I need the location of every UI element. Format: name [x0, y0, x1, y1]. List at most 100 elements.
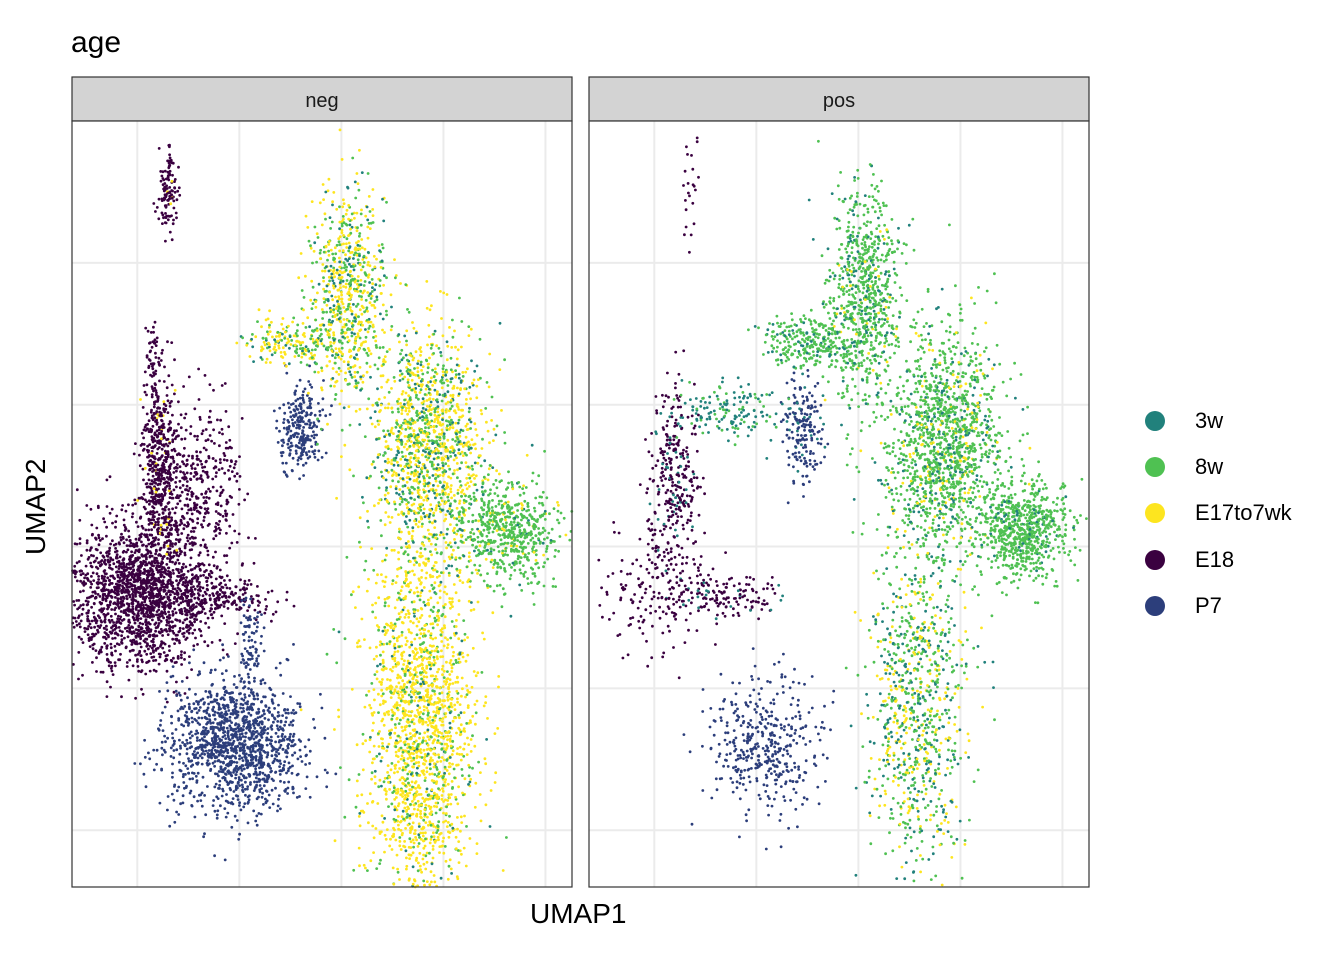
- point-E18: [196, 611, 199, 615]
- point-P7: [280, 454, 284, 458]
- point-P7: [213, 760, 217, 763]
- point-P7: [304, 414, 308, 418]
- point-E18: [161, 528, 165, 532]
- point-E18: [107, 635, 110, 639]
- point-E18: [97, 578, 100, 581]
- point-P7: [277, 703, 280, 707]
- point-P7: [306, 456, 310, 460]
- point-E18: [243, 582, 247, 586]
- point-E18: [132, 576, 136, 580]
- point-E18: [190, 580, 194, 583]
- points-neg: [71, 128, 574, 889]
- point-E18: [225, 502, 229, 506]
- point-P7: [195, 781, 199, 784]
- point-P7: [207, 702, 211, 706]
- point-P7: [289, 410, 293, 414]
- point-E18: [195, 601, 199, 605]
- point-E18: [136, 578, 140, 582]
- point-3w: [328, 216, 332, 220]
- point-E18: [134, 594, 138, 598]
- point-E18: [155, 566, 158, 570]
- point-E18: [100, 588, 103, 592]
- point-E17to7wk: [381, 328, 384, 332]
- point-3w: [348, 262, 351, 266]
- point-E18: [206, 476, 210, 479]
- point-P7: [190, 745, 194, 749]
- point-P7: [195, 711, 199, 715]
- point-E18: [130, 625, 134, 629]
- point-E18: [228, 477, 232, 481]
- point-E18: [163, 436, 167, 440]
- point-E18: [101, 670, 105, 674]
- point-P7: [192, 648, 196, 652]
- point-E17to7wk: [314, 300, 318, 303]
- point-E18: [155, 393, 158, 397]
- point-E18: [174, 611, 178, 615]
- point-E18: [73, 575, 77, 579]
- point-E18: [136, 600, 140, 604]
- point-P7: [305, 775, 309, 779]
- point-E18: [79, 590, 82, 594]
- point-P7: [302, 390, 305, 393]
- point-P7: [241, 790, 245, 793]
- point-P7: [241, 742, 244, 745]
- point-P7: [287, 711, 290, 715]
- point-P7: [293, 421, 297, 424]
- point-E18: [160, 516, 164, 520]
- point-8w: [356, 226, 359, 230]
- point-E18: [211, 457, 215, 460]
- point-P7: [199, 744, 203, 747]
- point-P7: [318, 413, 322, 417]
- point-E18: [149, 430, 153, 434]
- point-E18: [94, 649, 98, 652]
- point-E17to7wk: [360, 238, 364, 241]
- point-E18: [151, 633, 155, 637]
- point-E18: [190, 594, 194, 598]
- point-P7: [301, 393, 305, 397]
- point-E18: [98, 649, 102, 652]
- point-E18: [90, 533, 94, 537]
- point-E18: [133, 580, 137, 583]
- point-E18: [167, 374, 171, 378]
- point-E18: [161, 512, 165, 515]
- point-P7: [160, 746, 164, 750]
- point-P7: [241, 632, 245, 636]
- point-E18: [189, 599, 193, 603]
- point-E18: [183, 651, 187, 655]
- point-P7: [224, 815, 228, 819]
- point-E18: [222, 600, 225, 604]
- point-P7: [234, 751, 238, 755]
- point-P7: [253, 676, 256, 680]
- point-E18: [132, 573, 136, 576]
- point-P7: [248, 615, 252, 618]
- point-E18: [119, 562, 123, 566]
- point-E18: [183, 544, 187, 548]
- point-E18: [136, 665, 140, 668]
- point-E18: [197, 553, 201, 557]
- point-E18: [193, 596, 197, 600]
- point-P7: [270, 749, 274, 753]
- point-E18: [158, 379, 161, 383]
- point-P7: [266, 727, 270, 730]
- point-E18: [96, 581, 100, 584]
- point-E18: [164, 449, 167, 453]
- point-3w: [330, 294, 334, 298]
- point-E18: [171, 626, 175, 629]
- point-E18: [146, 552, 150, 555]
- point-P7: [225, 793, 228, 796]
- point-E18: [99, 551, 103, 555]
- point-E18: [178, 499, 182, 503]
- point-P7: [231, 699, 235, 703]
- point-8w: [329, 227, 332, 230]
- point-P7: [175, 789, 179, 793]
- point-P7: [287, 438, 291, 442]
- point-P7: [209, 668, 213, 672]
- point-P7: [216, 749, 219, 753]
- point-E18: [118, 555, 122, 559]
- point-E18: [144, 588, 148, 592]
- point-P7: [171, 762, 174, 766]
- point-P7: [166, 795, 170, 798]
- point-E18: [100, 607, 104, 611]
- point-P7: [278, 429, 281, 433]
- point-E17to7wk: [381, 303, 385, 307]
